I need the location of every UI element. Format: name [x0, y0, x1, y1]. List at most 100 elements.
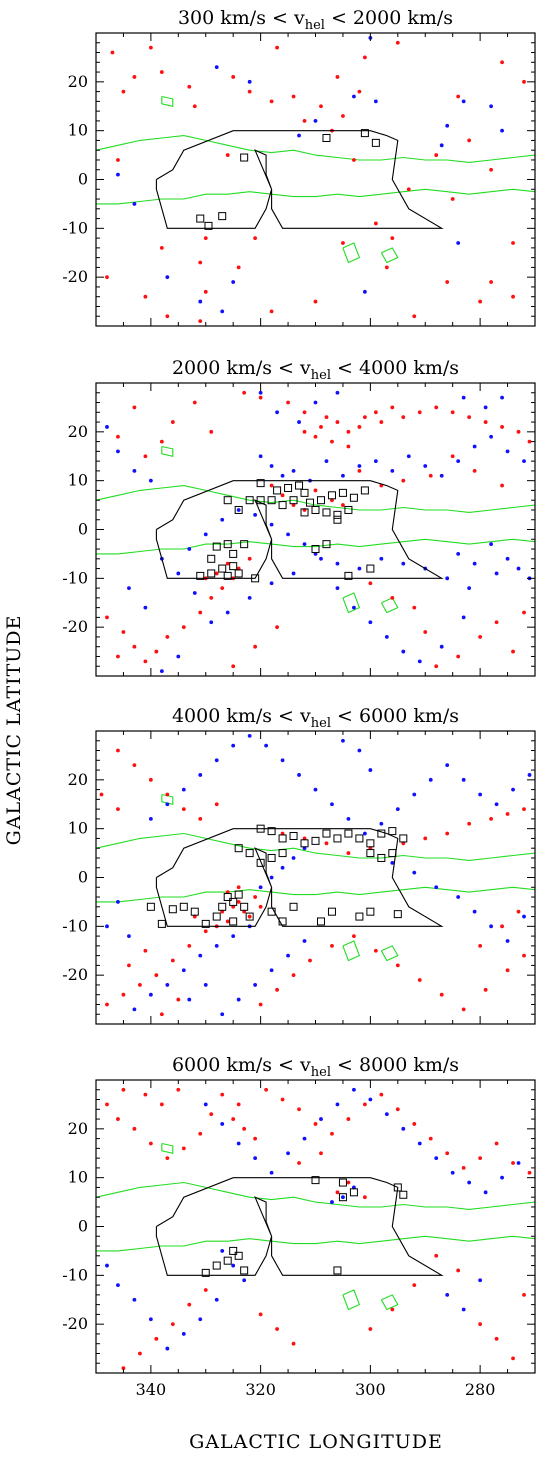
plot-frame [95, 730, 536, 1025]
panel-3: 4000 km/s < vhel < 6000 km/s 20 10 0 -10 -20 [62, 705, 536, 1025]
red-galaxy-point [445, 280, 450, 284]
detection-box-marker [234, 890, 243, 899]
red-galaxy-point [269, 483, 274, 488]
detection-box-marker [333, 510, 342, 519]
red-galaxy-point [341, 503, 345, 507]
blue-galaxy-point [291, 856, 296, 860]
red-galaxy-point [494, 620, 499, 625]
detection-box-marker [223, 1256, 232, 1265]
red-galaxy-point [423, 630, 428, 634]
red-galaxy-point [154, 649, 159, 654]
panel-title-main: 4000 km/s < v [172, 705, 311, 727]
red-galaxy-point [373, 948, 378, 953]
detection-box-marker [366, 564, 375, 573]
red-galaxy-point [154, 973, 159, 978]
red-galaxy-point [198, 610, 203, 615]
y-axis-label: GALACTIC LATITUDE [3, 615, 25, 846]
red-galaxy-point [401, 415, 406, 420]
red-galaxy-point [165, 635, 170, 639]
survey-region-outline [155, 828, 444, 927]
blue-galaxy-point [352, 1087, 356, 1092]
y-tick-label: 10 [68, 471, 88, 490]
red-galaxy-point [247, 914, 252, 919]
blue-galaxy-point [439, 644, 444, 649]
red-galaxy-point [516, 429, 521, 434]
red-galaxy-point [478, 1322, 483, 1327]
red-galaxy-point [225, 153, 230, 157]
red-galaxy-point [352, 158, 356, 162]
x-tick-label: 300 [355, 1380, 386, 1399]
detection-box-marker [371, 138, 380, 147]
detection-box-marker [256, 496, 265, 505]
y-tick-label: 20 [68, 770, 88, 789]
detection-box-marker [223, 496, 232, 505]
red-galaxy-point [412, 1122, 417, 1126]
red-galaxy-point [198, 260, 203, 265]
blue-galaxy-point [456, 552, 461, 556]
y-tick-label: 20 [68, 422, 88, 441]
blue-galaxy-point [456, 241, 461, 245]
blue-galaxy-point [203, 532, 208, 537]
red-galaxy-point [489, 280, 493, 284]
blue-galaxy-point [324, 459, 329, 464]
blue-galaxy-point [214, 943, 219, 948]
blue-galaxy-point [247, 79, 252, 84]
detection-box-marker [267, 853, 276, 862]
detection-box-marker [289, 902, 298, 911]
blue-galaxy-point [401, 1126, 406, 1131]
red-galaxy-point [121, 630, 126, 634]
blue-galaxy-point [368, 768, 373, 772]
blue-galaxy-point [516, 1161, 521, 1165]
blue-galaxy-point [280, 865, 285, 870]
blue-galaxy-point [258, 454, 263, 459]
red-galaxy-point [357, 469, 362, 473]
detection-box-marker [327, 907, 336, 916]
blue-galaxy-point [461, 777, 466, 782]
blue-galaxy-point [412, 792, 417, 797]
red-galaxy-point [527, 1170, 532, 1175]
blue-galaxy-point [341, 738, 345, 743]
blue-galaxy-point [165, 1346, 170, 1351]
y-tick-label: 10 [68, 121, 88, 140]
blue-galaxy-point [105, 924, 109, 929]
red-galaxy-point [187, 1302, 192, 1307]
red-galaxy-point [242, 1126, 247, 1131]
red-galaxy-point [472, 469, 477, 473]
red-galaxy-point [511, 649, 515, 654]
detection-box-marker [311, 505, 320, 514]
red-galaxy-point [291, 94, 296, 99]
detection-box-marker [256, 858, 265, 867]
detection-box-marker [212, 542, 221, 551]
blue-galaxy-point [105, 425, 109, 429]
red-galaxy-point [505, 812, 510, 816]
blue-galaxy-point [472, 909, 477, 914]
red-galaxy-point [500, 425, 504, 429]
detection-box-marker [223, 893, 232, 902]
red-galaxy-point [489, 167, 493, 172]
red-galaxy-point [105, 275, 109, 280]
red-galaxy-point [478, 299, 483, 304]
blue-galaxy-point [362, 289, 367, 294]
panel-title-main: 6000 km/s < v [172, 1054, 311, 1076]
blue-galaxy-point [357, 566, 362, 571]
panel-title: 300 km/s < vhel < 2000 km/s [178, 7, 453, 33]
red-galaxy-point [522, 953, 526, 958]
blue-galaxy-point [302, 542, 307, 547]
blue-galaxy-point [439, 473, 444, 478]
blue-galaxy-point [198, 953, 203, 958]
red-galaxy-point [467, 415, 472, 420]
blue-galaxy-point [461, 395, 466, 400]
panel-title-main: 300 km/s < v [178, 7, 305, 29]
red-galaxy-point [461, 1007, 466, 1012]
red-galaxy-point [505, 968, 510, 973]
blue-galaxy-point [127, 586, 131, 590]
blue-galaxy-point [198, 1317, 203, 1322]
red-galaxy-point [456, 94, 461, 99]
blue-galaxy-point [478, 1278, 483, 1283]
red-galaxy-point [253, 895, 258, 899]
red-galaxy-point [511, 294, 515, 299]
red-galaxy-point [275, 987, 279, 992]
blue-galaxy-point [330, 802, 334, 807]
detection-box-marker [240, 902, 249, 911]
detection-box-marker [251, 574, 260, 583]
